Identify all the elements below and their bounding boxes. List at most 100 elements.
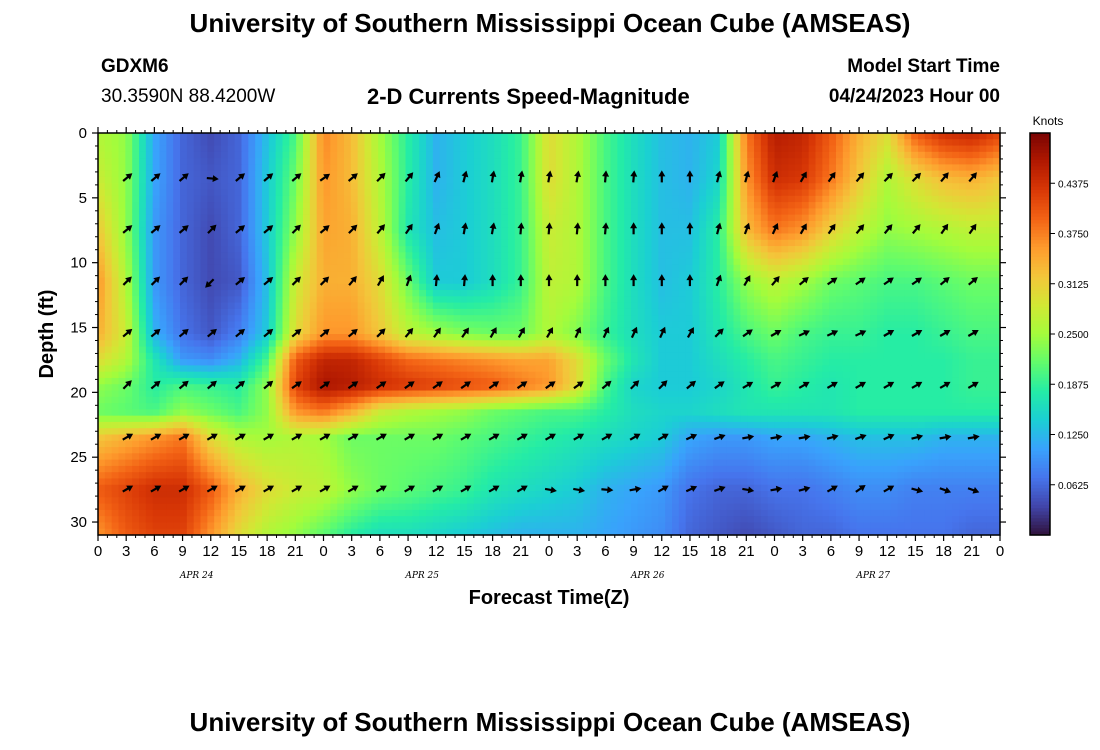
- heatmap-cell: [275, 189, 284, 197]
- heatmap-cell: [487, 133, 495, 140]
- heatmap-cell: [713, 365, 721, 373]
- heatmap-cell: [918, 252, 926, 260]
- heatmap-cell: [330, 340, 338, 348]
- heatmap-cell: [672, 346, 680, 354]
- heatmap-cell: [337, 340, 345, 348]
- heatmap-cell: [972, 321, 981, 329]
- heatmap-cell: [781, 139, 789, 147]
- heatmap-cell: [877, 308, 885, 316]
- heatmap-cell: [801, 133, 810, 140]
- heatmap-cell: [945, 164, 953, 172]
- heatmap-cell: [549, 183, 557, 191]
- heatmap-cell: [603, 352, 612, 360]
- heatmap-cell: [856, 315, 864, 323]
- heatmap-cell: [924, 183, 933, 191]
- heatmap-cell: [747, 214, 755, 222]
- heatmap-cell: [590, 189, 598, 197]
- heatmap-cell: [152, 220, 161, 228]
- heatmap-cell: [644, 327, 653, 335]
- heatmap-cell: [104, 359, 113, 367]
- heatmap-cell: [849, 139, 858, 147]
- heatmap-cell: [781, 327, 789, 335]
- heatmap-cell: [494, 352, 502, 360]
- heatmap-cell: [111, 264, 120, 272]
- heatmap-cell: [795, 227, 803, 235]
- heatmap-cell: [98, 220, 106, 228]
- heatmap-cell: [719, 365, 728, 373]
- heatmap-cell: [562, 271, 571, 279]
- heatmap-cell: [692, 352, 700, 360]
- heatmap-cell: [467, 220, 475, 228]
- heatmap-cell: [98, 139, 106, 147]
- heatmap-cell: [562, 195, 571, 203]
- heatmap-cell: [152, 133, 161, 140]
- heatmap-cell: [993, 302, 1001, 310]
- heatmap-cell: [795, 208, 803, 216]
- heatmap-cell: [405, 176, 413, 184]
- heatmap-cell: [391, 189, 400, 197]
- heatmap-cell: [248, 133, 256, 140]
- heatmap-cell: [241, 233, 249, 241]
- heatmap-cell: [795, 151, 803, 159]
- heatmap-cell: [726, 321, 735, 329]
- heatmap-cell: [514, 145, 523, 153]
- heatmap-cell: [713, 283, 721, 291]
- heatmap-cell: [767, 365, 776, 373]
- heatmap-cell: [590, 334, 598, 341]
- heatmap-cell: [569, 340, 577, 348]
- heatmap-cell: [836, 334, 844, 341]
- heatmap-cell: [747, 164, 755, 172]
- heatmap-cell: [337, 290, 345, 297]
- heatmap-cell: [583, 195, 591, 203]
- heatmap-cell: [829, 189, 837, 197]
- heatmap-cell: [877, 227, 885, 235]
- heatmap-cell: [316, 264, 325, 272]
- heatmap-cell: [760, 277, 769, 285]
- heatmap-cell: [139, 164, 147, 172]
- heatmap-cell: [631, 283, 639, 291]
- heatmap-cell: [904, 214, 912, 222]
- heatmap-cell: [460, 321, 468, 329]
- heatmap-cell: [487, 195, 495, 203]
- heatmap-cell: [473, 158, 482, 166]
- heatmap-cell: [521, 170, 530, 178]
- heatmap-cell: [795, 264, 803, 272]
- heatmap-cell: [590, 359, 598, 367]
- heatmap-cell: [897, 334, 905, 341]
- heatmap-cell: [118, 170, 126, 178]
- heatmap-cell: [562, 252, 571, 260]
- heatmap-cell: [426, 183, 434, 191]
- heatmap-cell: [754, 308, 762, 316]
- heatmap-cell: [207, 264, 215, 272]
- heatmap-cell: [924, 252, 933, 260]
- heatmap-cell: [931, 296, 940, 304]
- heatmap-cell: [706, 133, 714, 140]
- heatmap-cell: [166, 258, 174, 266]
- heatmap-cell: [904, 264, 912, 272]
- heatmap-cell: [897, 158, 905, 166]
- heatmap-cell: [918, 158, 926, 166]
- heatmap-cell: [692, 346, 700, 354]
- heatmap-cell: [180, 321, 188, 329]
- heatmap-cell: [938, 195, 946, 203]
- heatmap-cell: [104, 290, 113, 297]
- heatmap-cell: [234, 214, 243, 222]
- heatmap-cell: [849, 252, 858, 260]
- heatmap-cell: [268, 327, 277, 335]
- heatmap-cell: [193, 227, 202, 235]
- heatmap-cell: [282, 220, 290, 228]
- heatmap-cell: [214, 359, 222, 367]
- heatmap-cell: [897, 239, 905, 247]
- heatmap-cell: [719, 252, 728, 260]
- heatmap-cell: [528, 202, 536, 209]
- heatmap-cell: [166, 233, 174, 241]
- heatmap-cell: [118, 283, 126, 291]
- heatmap-cell: [159, 158, 167, 166]
- heatmap-cell: [255, 202, 263, 209]
- heatmap-cell: [918, 346, 926, 354]
- heatmap-cell: [337, 359, 345, 367]
- heatmap-cell: [309, 258, 318, 266]
- heatmap-cell: [173, 239, 181, 247]
- heatmap-cell: [542, 214, 550, 222]
- heatmap-cell: [480, 195, 489, 203]
